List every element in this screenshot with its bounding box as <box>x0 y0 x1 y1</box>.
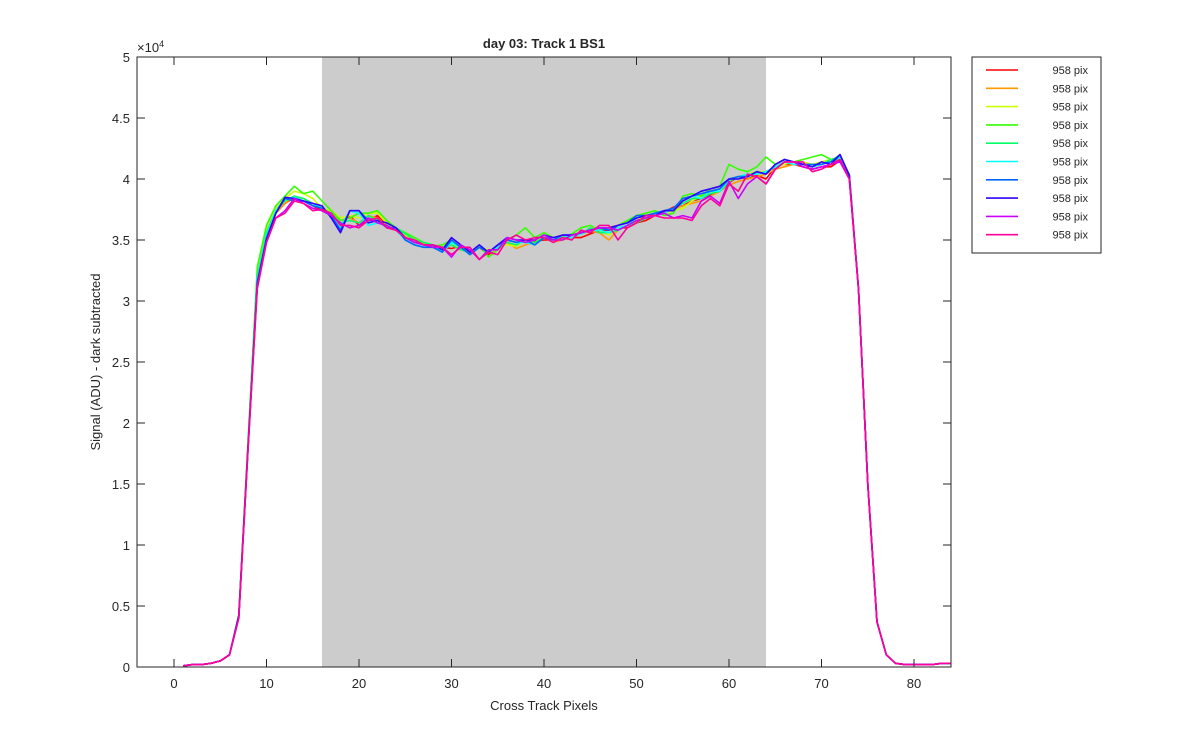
x-tick-label: 50 <box>629 676 643 691</box>
legend-label-7: 958 pix <box>1053 175 1089 187</box>
legend-label-10: 958 pix <box>1053 230 1089 242</box>
x-tick-label: 60 <box>722 676 736 691</box>
y-tick-label: 2.5 <box>112 355 130 370</box>
legend-label-2: 958 pix <box>1053 83 1089 95</box>
x-tick-label: 0 <box>170 676 177 691</box>
legend-label-5: 958 pix <box>1053 138 1089 150</box>
y-tick-label: 4 <box>123 172 130 187</box>
y-axis-exponent-power: 4 <box>159 39 164 49</box>
legend-label-9: 958 pix <box>1053 211 1089 223</box>
y-tick-label: 5 <box>123 50 130 65</box>
y-axis-exponent-base: ×10 <box>137 40 159 55</box>
x-tick-label: 40 <box>537 676 551 691</box>
legend-label-6: 958 pix <box>1053 157 1089 169</box>
x-tick-label: 30 <box>444 676 458 691</box>
y-axis-label: Signal (ADU) - dark subtracted <box>88 273 103 450</box>
x-tick-label: 10 <box>259 676 273 691</box>
series-line-9 <box>183 161 951 667</box>
legend-label-8: 958 pix <box>1053 193 1089 205</box>
x-tick-label: 80 <box>907 676 921 691</box>
y-tick-label: 0 <box>123 660 130 675</box>
series-line-10 <box>183 158 951 667</box>
y-tick-label: 3.5 <box>112 233 130 248</box>
legend-label-4: 958 pix <box>1053 120 1089 132</box>
y-tick-label: 3 <box>123 294 130 309</box>
y-tick-label: 1.5 <box>112 477 130 492</box>
y-tick-label: 0.5 <box>112 599 130 614</box>
x-tick-label: 70 <box>814 676 828 691</box>
shaded-region <box>322 57 766 667</box>
y-axis-exponent: ×104 <box>137 39 164 55</box>
legend: 958 pix 958 pix 958 pix 958 pix 958 pix 958 p… <box>971 56 1102 254</box>
legend-box <box>971 56 1102 254</box>
series-line-8 <box>183 153 951 667</box>
y-tick-label: 2 <box>123 416 130 431</box>
legend-label-1: 958 pix <box>1053 65 1089 77</box>
y-tick-label: 1 <box>123 538 130 553</box>
y-tick-label: 4.5 <box>112 111 130 126</box>
chart-title: day 03: Track 1 BS1 <box>483 36 605 51</box>
x-axis-label: Cross Track Pixels <box>490 698 598 713</box>
legend-label-3: 958 pix <box>1053 102 1089 114</box>
x-tick-label: 20 <box>352 676 366 691</box>
